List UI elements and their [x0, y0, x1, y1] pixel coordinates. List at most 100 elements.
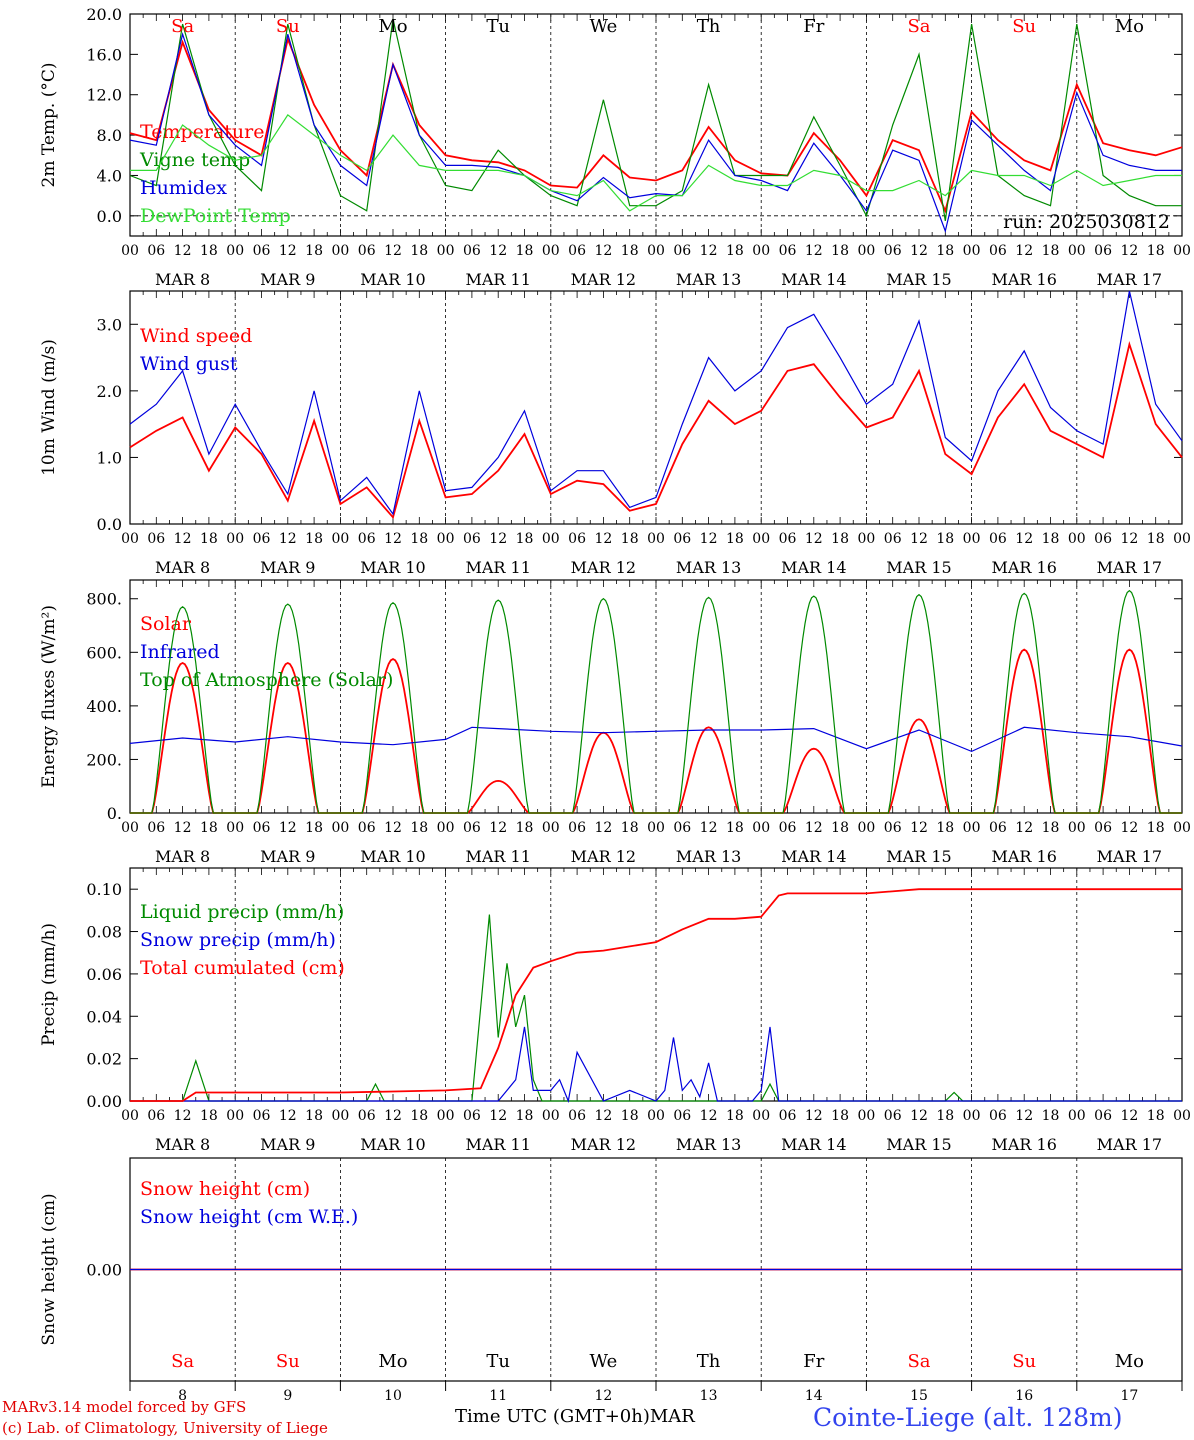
date-label: 12 — [594, 1388, 612, 1404]
day-name: Sa — [171, 16, 194, 37]
date-label: MAR 13 — [676, 270, 741, 289]
y-tick-label: 8.0 — [97, 126, 122, 145]
hour-label: 12 — [594, 243, 612, 259]
date-label: MAR 9 — [260, 558, 315, 577]
hour-label: 00 — [1068, 820, 1086, 836]
hour-label: 00 — [752, 1108, 770, 1124]
hour-label: 06 — [147, 820, 165, 836]
hour-label: 18 — [726, 820, 744, 836]
hour-label: 12 — [1120, 243, 1138, 259]
hour-label: 18 — [410, 820, 428, 836]
legend-entry: Infrared — [140, 641, 220, 663]
day-name: Su — [1012, 16, 1036, 37]
y-tick-label: 12.0 — [86, 86, 122, 105]
y-tick-label: 0.00 — [86, 1092, 122, 1111]
hour-label: 12 — [1015, 243, 1033, 259]
series-line-infrared — [129, 726, 1183, 753]
day-name: Fr — [803, 16, 824, 37]
hour-label: 12 — [700, 243, 718, 259]
hour-label: 18 — [1042, 1108, 1060, 1124]
y-axis-label: Precip (mm/h) — [39, 923, 59, 1046]
date-label: MAR 11 — [465, 270, 530, 289]
panel-4: 00 06 12 18 MAR 8 00 06 12 18 MAR 9 00 06 12 18 MAR 10… — [39, 867, 1191, 1154]
hour-label: 00 — [647, 1108, 665, 1124]
hour-label: 06 — [673, 1108, 691, 1124]
date-label: MAR 12 — [571, 847, 636, 866]
panel-2: 00 06 12 18 MAR 8 00 06 12 18 MAR 9 00 06 12 18 MAR 10… — [39, 290, 1191, 577]
hour-label: 00 — [542, 820, 560, 836]
series-line-snow-precip-mm-h- — [130, 1026, 1182, 1104]
date-label: MAR 13 — [676, 1135, 741, 1154]
model-credit: MARv3.14 model forced by GFS — [2, 1398, 247, 1416]
hour-label: 06 — [884, 531, 902, 547]
hour-label: 00 — [331, 1108, 349, 1124]
hour-label: 18 — [200, 243, 218, 259]
hour-label: 00 — [437, 531, 455, 547]
hour-label: 00 — [963, 531, 981, 547]
date-label: MAR 10 — [360, 1135, 425, 1154]
hour-label: 18 — [305, 243, 323, 259]
hour-label: 18 — [726, 1108, 744, 1124]
hour-label: 18 — [200, 820, 218, 836]
hour-label: 12 — [384, 820, 402, 836]
time-axis-text: Time UTC (GMT+0h) — [455, 1406, 650, 1427]
day-name: Su — [276, 16, 300, 37]
day-name: Fr — [803, 1351, 824, 1372]
date-label: MAR 17 — [1097, 847, 1162, 866]
hour-label: 12 — [279, 531, 297, 547]
hour-label: 00 — [857, 820, 875, 836]
hour-label: 18 — [516, 1108, 534, 1124]
hour-label: 06 — [358, 531, 376, 547]
date-label: MAR 13 — [676, 558, 741, 577]
y-tick-label: 0.08 — [86, 923, 122, 942]
hour-label: 12 — [279, 1108, 297, 1124]
hour-label: 06 — [568, 531, 586, 547]
hour-label: 18 — [410, 1108, 428, 1124]
hour-label: 00 — [1068, 531, 1086, 547]
hour-label: 18 — [936, 1108, 954, 1124]
hour-label: 18 — [200, 1108, 218, 1124]
hour-label: 06 — [779, 1108, 797, 1124]
y-tick-label: 200. — [86, 750, 122, 769]
date-label: MAR 16 — [991, 558, 1056, 577]
hour-label: 12 — [910, 531, 928, 547]
date-label: MAR 11 — [465, 847, 530, 866]
y-tick-label: 4.0 — [97, 166, 122, 185]
legend-entry: DewPoint Temp — [140, 205, 291, 227]
y-axis-label: Energy fluxes (W/m²) — [39, 605, 59, 788]
hour-label: 18 — [305, 1108, 323, 1124]
series-line-wind-gust — [129, 290, 1183, 516]
legend-entry: Total cumulated (cm) — [140, 957, 345, 979]
hour-label: 18 — [726, 243, 744, 259]
hour-label: 00 — [121, 531, 139, 547]
series-line-top-of-atmosphere-solar- — [130, 589, 1182, 814]
hour-label: 00 — [752, 820, 770, 836]
hour-label: 12 — [174, 243, 192, 259]
series-line-temperature — [129, 36, 1183, 214]
hour-label: 06 — [568, 820, 586, 836]
y-tick-label: 0.00 — [86, 1261, 122, 1280]
date-label: 9 — [283, 1388, 292, 1404]
hour-label: 00 — [857, 531, 875, 547]
hour-label: 00 — [542, 243, 560, 259]
hour-label: 18 — [936, 531, 954, 547]
hour-label: 12 — [805, 531, 823, 547]
date-label: 16 — [1015, 1388, 1033, 1404]
hour-label: 00 — [752, 243, 770, 259]
legend-entry: Humidex — [140, 177, 227, 199]
date-label: MAR 10 — [360, 847, 425, 866]
hour-label: 18 — [1147, 1108, 1165, 1124]
hour-label: 18 — [305, 531, 323, 547]
hour-label: 18 — [1042, 820, 1060, 836]
hour-label: 12 — [174, 1108, 192, 1124]
date-label: MAR 15 — [886, 847, 951, 866]
panel-3: 00 06 12 18 MAR 8 00 06 12 18 MAR 9 00 06 12 18 MAR 10… — [39, 579, 1191, 866]
hour-label: 18 — [621, 1108, 639, 1124]
hour-label: 00 — [226, 1108, 244, 1124]
date-label: MAR 17 — [1097, 558, 1162, 577]
hour-label: 12 — [594, 531, 612, 547]
hour-label: 06 — [673, 243, 691, 259]
hour-label: 12 — [910, 1108, 928, 1124]
hour-label: 12 — [700, 820, 718, 836]
hour-label: 06 — [463, 531, 481, 547]
